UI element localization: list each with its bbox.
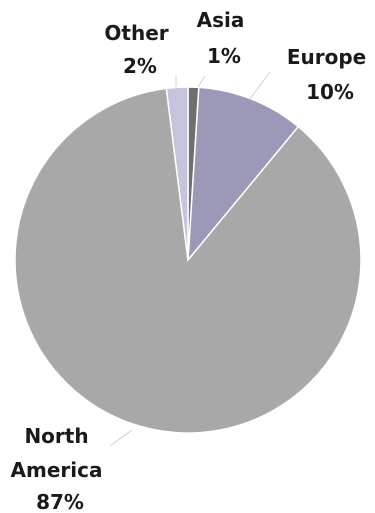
slice-label-north-america-line1: North: [24, 424, 88, 448]
slice-label-asia-name: Asia: [197, 8, 245, 32]
slice-label-other: Other 2%: [104, 21, 175, 78]
slice-label-europe-percent: 10%: [306, 80, 354, 104]
slice-label-europe: Europe 10%: [287, 45, 373, 104]
pie-slices: [14, 86, 362, 434]
pie-slice-europe: [187, 86, 300, 263]
slice-label-other-name: Other: [104, 21, 168, 45]
slice-label-north-america: North America 87%: [11, 424, 110, 513]
leader-line-north-america: [109, 429, 133, 447]
pie-slice-other: [165, 86, 189, 261]
leader-line-asia: [197, 75, 206, 88]
pie-slice-north-america: [14, 87, 362, 434]
slice-label-europe-name: Europe: [287, 45, 366, 69]
leader-lines: [109, 71, 271, 447]
slice-label-other-percent: 2%: [123, 54, 157, 78]
leader-line-europe: [249, 71, 271, 100]
slice-label-asia-percent: 1%: [207, 44, 241, 68]
slice-label-asia: Asia 1%: [197, 8, 252, 68]
slice-label-north-america-percent: 87%: [36, 490, 84, 513]
slice-label-north-america-line2: America: [11, 458, 103, 482]
